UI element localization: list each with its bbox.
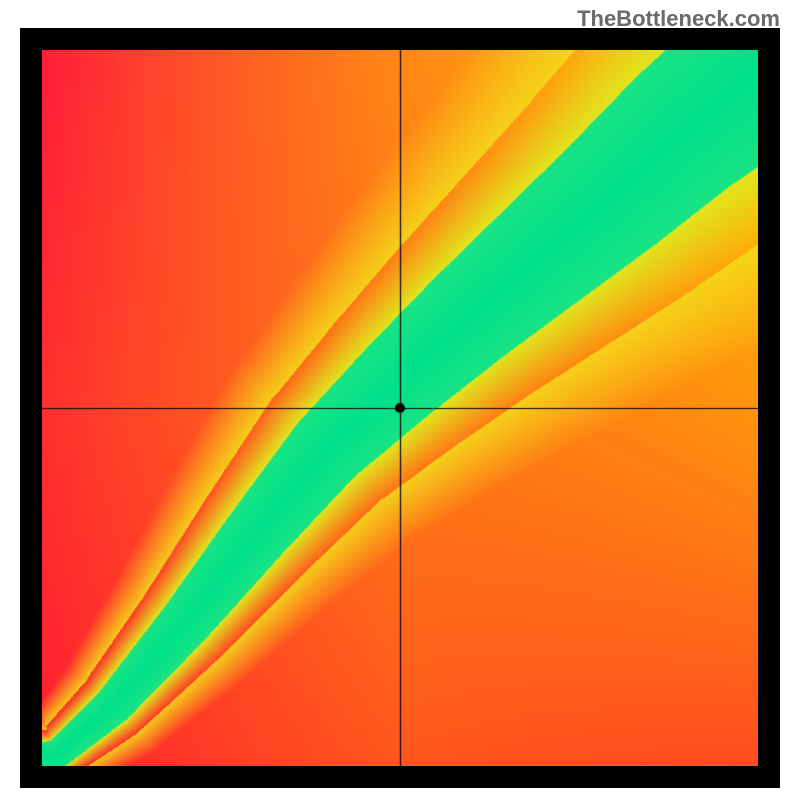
- crosshair-overlay: [42, 50, 758, 766]
- watermark-text: TheBottleneck.com: [577, 6, 780, 32]
